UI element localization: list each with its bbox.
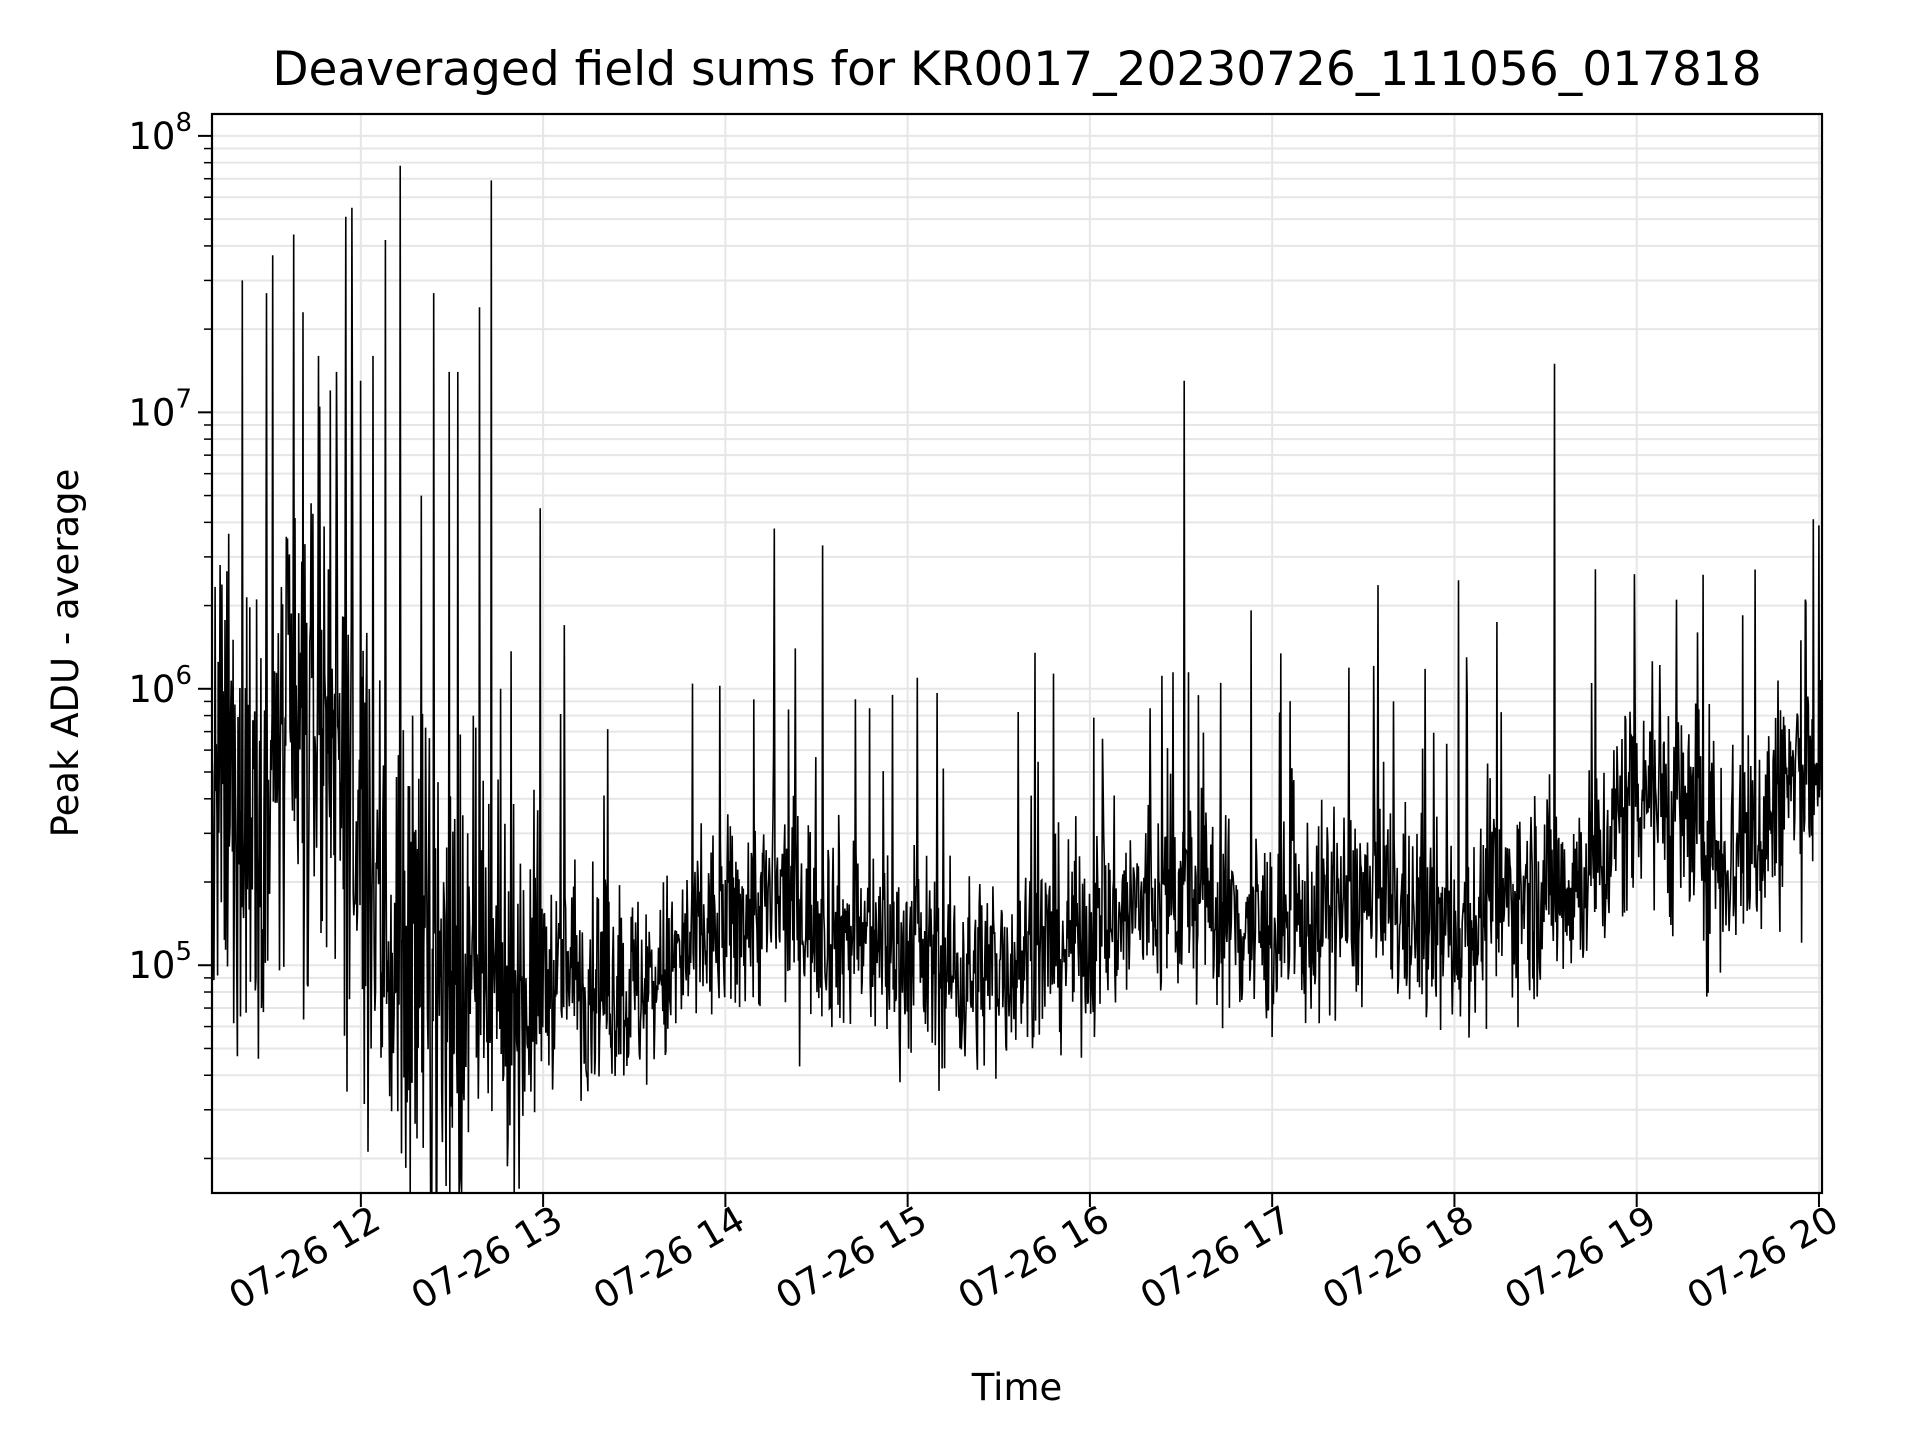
y-axis-label: Peak ADU - average [44,469,87,838]
series-line [211,165,1823,1194]
y-tick-label: 107 [128,384,192,434]
y-tick-label: 108 [128,108,192,158]
y-tick-label: 106 [128,661,192,711]
chart-title: Deaveraged field sums for KR0017_2023072… [272,42,1761,97]
y-tick-label: 105 [128,937,192,987]
axes-frame [210,112,1824,1195]
x-axis-label: Time [971,1366,1063,1409]
data-layer [211,165,1823,1194]
axes [198,112,1824,1207]
